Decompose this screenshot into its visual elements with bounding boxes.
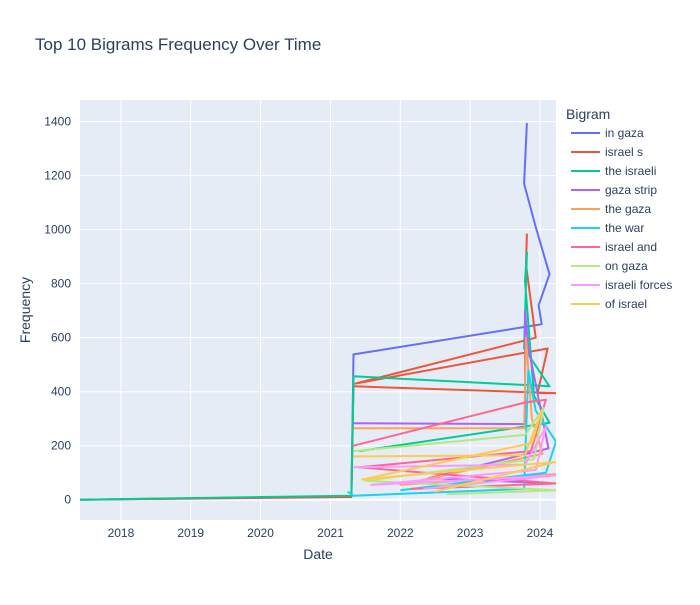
grid-layer [80, 100, 556, 520]
legend-label: gaza strip [605, 183, 657, 197]
chart-title: Top 10 Bigrams Frequency Over Time [35, 35, 321, 54]
legend[interactable]: Bigram in gaza israel s the israeli gaza st… [566, 106, 672, 311]
y-tick-label: 1200 [44, 169, 71, 183]
x-tick-label: 2022 [387, 526, 414, 540]
x-tick-label: 2019 [177, 526, 204, 540]
tick-layer: 2018 2019 2020 2021 2022 2023 2024 0 200 400 600 80… [44, 115, 553, 540]
x-tick-label: 2023 [457, 526, 484, 540]
y-tick-label: 1000 [44, 223, 71, 237]
x-axis-label: Date [303, 546, 333, 562]
legend-label: the gaza [605, 202, 651, 216]
legend-label: of israel [605, 297, 647, 311]
legend-item-gaza-strip[interactable]: gaza strip [571, 183, 657, 197]
legend-label: israel s [605, 145, 643, 159]
legend-label: the israeli [605, 164, 656, 178]
legend-item-israel-and[interactable]: israel and [571, 240, 657, 254]
legend-label: israeli forces [605, 278, 672, 292]
legend-item-the-israeli[interactable]: the israeli [571, 164, 656, 178]
legend-label: the war [605, 221, 644, 235]
x-tick-label: 2021 [317, 526, 344, 540]
legend-item-the-gaza[interactable]: the gaza [571, 202, 651, 216]
plot-area [80, 100, 556, 520]
legend-item-of-israel[interactable]: of israel [571, 297, 647, 311]
y-tick-label: 400 [51, 385, 71, 399]
legend-title: Bigram [566, 106, 610, 122]
x-tick-label: 2020 [247, 526, 274, 540]
series-line-of-israel[interactable] [353, 409, 557, 493]
series-line-the-gaza[interactable] [353, 336, 557, 486]
series-line-israel-and[interactable] [353, 398, 557, 490]
legend-label: israel and [605, 240, 657, 254]
series-line-on-gaza[interactable] [353, 406, 557, 496]
legend-item-on-gaza[interactable]: on gaza [571, 259, 648, 273]
legend-label: in gaza [605, 126, 644, 140]
legend-label: on gaza [605, 259, 648, 273]
legend-item-israel-s[interactable]: israel s [571, 145, 643, 159]
y-tick-label: 600 [51, 331, 71, 345]
x-tick-label: 2024 [527, 526, 554, 540]
legend-item-israeli-forces[interactable]: israeli forces [571, 278, 672, 292]
y-tick-label: 0 [64, 493, 71, 507]
legend-item-in-gaza[interactable]: in gaza [571, 126, 644, 140]
y-axis-label: Frequency [17, 277, 33, 343]
legend-item-the-war[interactable]: the war [571, 221, 644, 235]
series-layer [80, 122, 557, 501]
legend-items[interactable]: in gaza israel s the israeli gaza strip the … [571, 126, 672, 311]
series-line-the-war[interactable] [347, 369, 556, 497]
x-tick-label: 2018 [108, 526, 135, 540]
y-tick-label: 200 [51, 439, 71, 453]
y-tick-label: 1400 [44, 115, 71, 129]
y-tick-label: 800 [51, 277, 71, 291]
